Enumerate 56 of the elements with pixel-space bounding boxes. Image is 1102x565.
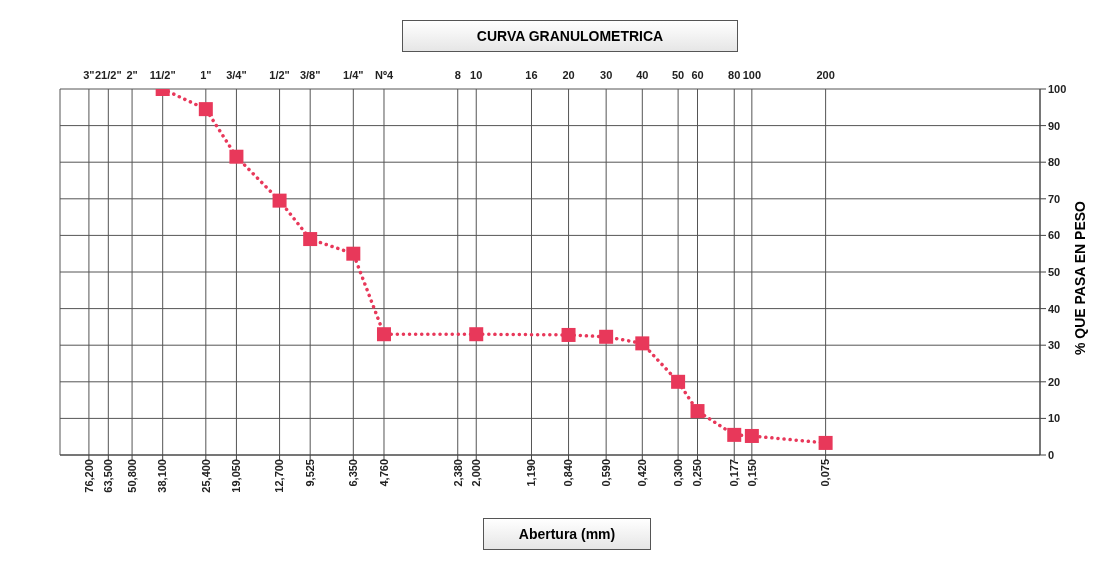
text: 1/4": [343, 69, 364, 81]
text: 80: [728, 69, 741, 81]
x-tick-label: 0,300: [671, 459, 684, 487]
text: 50: [671, 69, 685, 81]
x-tick-label: 0,150: [745, 459, 758, 487]
y-tick-label: 60: [1048, 229, 1061, 242]
text: 2": [126, 69, 138, 81]
text: 60: [691, 69, 704, 81]
text: 40: [636, 69, 649, 81]
y-tick-label: 80: [1048, 156, 1061, 169]
x-tick-label: 0,590: [599, 459, 612, 487]
x-tick-label: 76,200: [82, 459, 95, 493]
x-tick-label: 0,177: [728, 459, 741, 487]
x-tick-label: 0,250: [691, 459, 704, 487]
text: 3/4": [226, 69, 247, 81]
x-axis-title: Abertura (mm): [483, 518, 651, 550]
x-tick-label: 2,380: [451, 459, 464, 487]
y-tick-label: 20: [1048, 375, 1061, 388]
y-tick-label: 0: [1048, 448, 1055, 461]
x-tick-label: 50,800: [125, 459, 138, 493]
x-tick-label: 2,000: [470, 459, 483, 487]
x-tick-label: 0,075: [819, 459, 832, 487]
y-tick-label: 70: [1048, 192, 1061, 205]
x-tick-label: 4,760: [377, 459, 390, 487]
x-tick-label: 1,190: [525, 459, 538, 487]
x-tick-label: 19,050: [230, 459, 243, 493]
text: 20: [562, 69, 575, 81]
text: 10: [470, 69, 483, 81]
text: 8: [454, 69, 461, 81]
y-tick-label: 30: [1048, 339, 1061, 352]
x-tick-label: 9,525: [303, 459, 316, 487]
y-tick-label: 50: [1048, 265, 1061, 278]
y-tick-label: 40: [1048, 302, 1061, 315]
y-tick-label: 10: [1048, 412, 1061, 425]
text: 3": [83, 69, 95, 81]
y-axis-title: % QUE PASA EN PESO: [1072, 200, 1088, 356]
y-tick-label: 90: [1048, 119, 1061, 132]
y-tick-label: 100: [1048, 82, 1067, 95]
x-tick-label: 63,500: [102, 459, 115, 493]
text: Nº4: [374, 69, 394, 81]
x-tick-label: 0,420: [636, 459, 649, 487]
text: 3/8": [299, 69, 321, 81]
chart-title: CURVA GRANULOMETRICA: [402, 20, 738, 52]
text: 200: [816, 69, 835, 81]
text: 1/2": [269, 69, 290, 81]
text: 100: [742, 69, 762, 81]
x-tick-label: 12,700: [273, 459, 286, 493]
text: 30: [600, 69, 613, 81]
x-tick-label: 38,100: [156, 459, 169, 493]
text: 21/2": [95, 69, 122, 81]
text: 1": [200, 69, 212, 81]
text: 11/2": [149, 69, 176, 81]
x-tick-label: 6,350: [347, 459, 360, 487]
x-tick-label: 0,840: [562, 459, 575, 487]
x-tick-label: 25,400: [199, 459, 212, 493]
text: 16: [525, 69, 538, 81]
